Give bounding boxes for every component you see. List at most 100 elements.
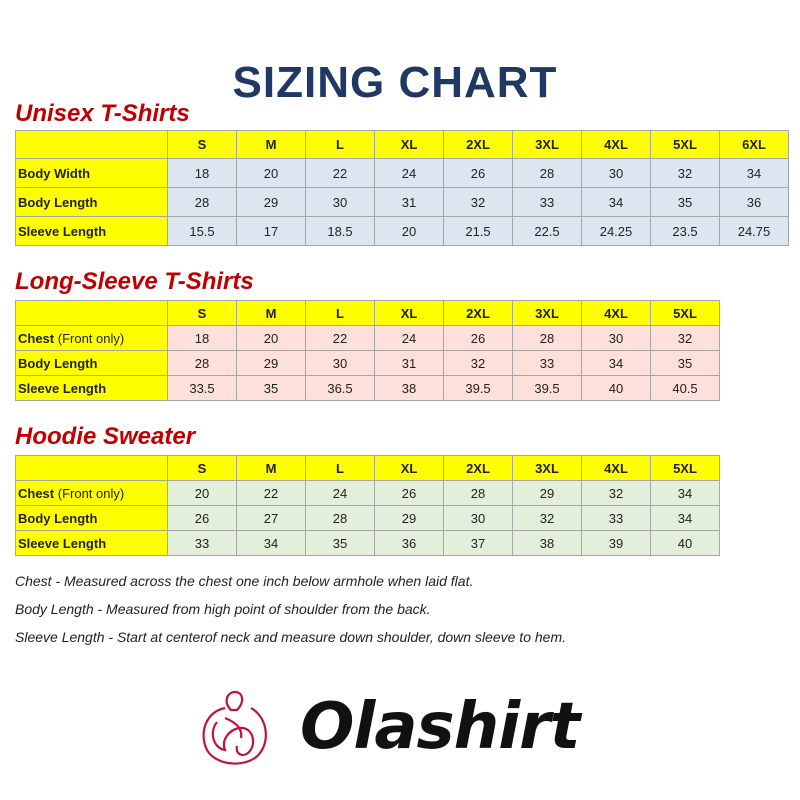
measurement-cell: 32 [443,187,513,217]
measurement-cell: 34 [650,480,720,506]
measurement-cell: 20 [236,325,306,351]
size-header-cell: M [236,455,306,481]
measurement-cell: 15.5 [167,216,237,246]
size-table-unisex: S M L XL 2XL 3XL 4XL 5XL 6XL Body Width 18 20 22 24 26… [15,130,789,246]
measurement-cell: 24 [305,480,375,506]
measurement-cell: 30 [581,158,651,188]
measurement-cell: 33 [581,505,651,531]
measurement-cell: 18.5 [305,216,375,246]
measurement-cell: 38 [374,375,444,401]
measurement-cell: 32 [581,480,651,506]
measurement-cell: 24 [374,325,444,351]
row-label: Body Length [18,355,98,371]
measurement-cell: 33 [512,187,582,217]
size-header-cell: 2XL [443,300,513,326]
measurement-cell: 29 [236,350,306,376]
measurement-cell: 39.5 [512,375,582,401]
section-title-unisex: Unisex T-Shirts [15,100,190,127]
measurement-notes: Chest - Measured across the chest one in… [15,573,566,657]
row-label: Body Length [18,510,98,526]
measurement-cell: 32 [512,505,582,531]
olashirt-brand-logo: Olashirt [300,690,580,764]
size-header-cell: 6XL [719,130,789,159]
header-corner-cell [15,455,168,481]
measurement-cell: 34 [719,158,789,188]
table-row: Body Width 18 20 22 24 26 28 30 32 34 [15,158,789,188]
size-header-cell: 3XL [512,300,582,326]
size-header-cell: 3XL [512,455,582,481]
measurement-cell: 20 [236,158,306,188]
measurement-cell: 29 [236,187,306,217]
measurement-cell: 35 [305,530,375,556]
size-header-cell: S [167,300,237,326]
measurement-cell: 26 [167,505,237,531]
measurement-cell: 18 [167,325,237,351]
measurement-cell: 35 [650,187,720,217]
measurement-cell: 34 [236,530,306,556]
size-header-cell: 5XL [650,300,720,326]
measurement-cell: 33 [512,350,582,376]
size-header-row: S M L XL 2XL 3XL 4XL 5XL [15,455,720,481]
note-body-length: Body Length - Measured from high point o… [15,601,431,617]
measurement-cell: 28 [167,187,237,217]
section-title-hoodie: Hoodie Sweater [15,423,196,450]
measurement-cell: 26 [374,480,444,506]
measurement-cell: 40.5 [650,375,720,401]
size-header-cell: XL [374,300,444,326]
measurement-cell: 34 [581,350,651,376]
measurement-cell: 24.75 [719,216,789,246]
measurement-cell: 18 [167,158,237,188]
size-header-row: S M L XL 2XL 3XL 4XL 5XL 6XL [15,130,789,159]
measurement-cell: 35 [650,350,720,376]
header-corner-cell [15,300,168,326]
measurement-cell: 30 [443,505,513,531]
row-label-cell: Chest (Front only) [15,480,168,506]
size-header-cell: 4XL [581,300,651,326]
row-label-cell: Sleeve Length [15,375,168,401]
table-row: Sleeve Length 33.5 35 36.5 38 39.5 39.5 40 40.5 [15,375,720,401]
measurement-cell: 32 [650,158,720,188]
row-label: Body Length [18,194,98,210]
measurement-cell: 24.25 [581,216,651,246]
size-header-row: S M L XL 2XL 3XL 4XL 5XL [15,300,720,326]
measurement-cell: 29 [374,505,444,531]
measurement-cell: 21.5 [443,216,513,246]
size-header-cell: XL [374,130,444,159]
size-header-cell: L [305,300,375,326]
size-header-cell: 3XL [512,130,582,159]
measurement-cell: 37 [443,530,513,556]
row-label-cell: Sleeve Length [15,216,168,246]
measurement-cell: 39 [581,530,651,556]
measurement-cell: 31 [374,187,444,217]
size-header-cell: L [305,130,375,159]
measurement-cell: 36.5 [305,375,375,401]
row-label-note: (Front only) [57,330,125,346]
size-table-long-sleeve: S M L XL 2XL 3XL 4XL 5XL Chest (Front only) 18 20 2… [15,300,720,401]
measurement-cell: 40 [581,375,651,401]
size-table-hoodie: S M L XL 2XL 3XL 4XL 5XL Chest (Front only) 20 22 2… [15,455,720,556]
measurement-cell: 20 [167,480,237,506]
table-row: Body Length 26 27 28 29 30 32 33 34 [15,505,720,531]
size-header-cell: 2XL [443,455,513,481]
size-header-cell: 5XL [650,130,720,159]
section-title-long-sleeve: Long-Sleeve T-Shirts [15,268,254,295]
measurement-cell: 36 [719,187,789,217]
table-row: Sleeve Length 15.5 17 18.5 20 21.5 22.5 24.25 23… [15,216,789,246]
measurement-cell: 38 [512,530,582,556]
table-row: Body Length 28 29 30 31 32 33 34 35 [15,350,720,376]
header-corner-cell [15,130,168,159]
measurement-cell: 22 [305,158,375,188]
row-label-cell: Body Length [15,505,168,531]
measurement-cell: 27 [236,505,306,531]
measurement-cell: 22.5 [512,216,582,246]
size-header-cell: 4XL [581,455,651,481]
measurement-cell: 32 [443,350,513,376]
measurement-cell: 22 [305,325,375,351]
measurement-cell: 30 [305,187,375,217]
measurement-cell: 17 [236,216,306,246]
measurement-cell: 32 [650,325,720,351]
row-label: Sleeve Length [18,535,107,551]
size-header-cell: S [167,455,237,481]
measurement-cell: 28 [512,158,582,188]
measurement-cell: 26 [443,325,513,351]
